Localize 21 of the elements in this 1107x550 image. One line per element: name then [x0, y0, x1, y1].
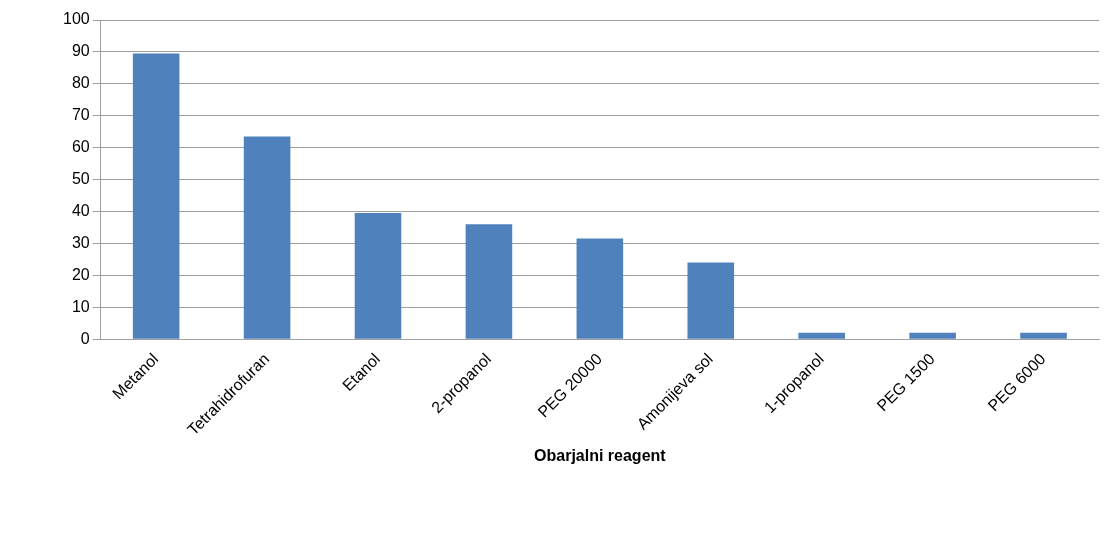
bar [909, 332, 956, 339]
bar [687, 262, 735, 339]
y-tick-label: 70 [71, 106, 90, 124]
y-tick-label: 90 [71, 42, 90, 60]
y-tick-label: 60 [71, 138, 90, 156]
bar [465, 224, 513, 339]
y-tick-label: 40 [71, 201, 90, 219]
bar [132, 53, 180, 339]
x-axis-title: Obarjalni reagent [534, 446, 667, 464]
bar [798, 332, 845, 339]
y-tick-label: 0 [80, 329, 90, 347]
y-tick-label: 80 [71, 74, 90, 92]
bar [576, 238, 624, 339]
bar [354, 213, 402, 339]
y-tick-label: 100 [62, 10, 90, 28]
y-tick-label: 50 [71, 169, 90, 187]
bar [243, 136, 291, 339]
y-tick-label: 20 [71, 265, 90, 283]
y-tick-label: 10 [71, 297, 90, 315]
bar [1020, 332, 1067, 339]
y-tick-label: 30 [71, 233, 90, 251]
